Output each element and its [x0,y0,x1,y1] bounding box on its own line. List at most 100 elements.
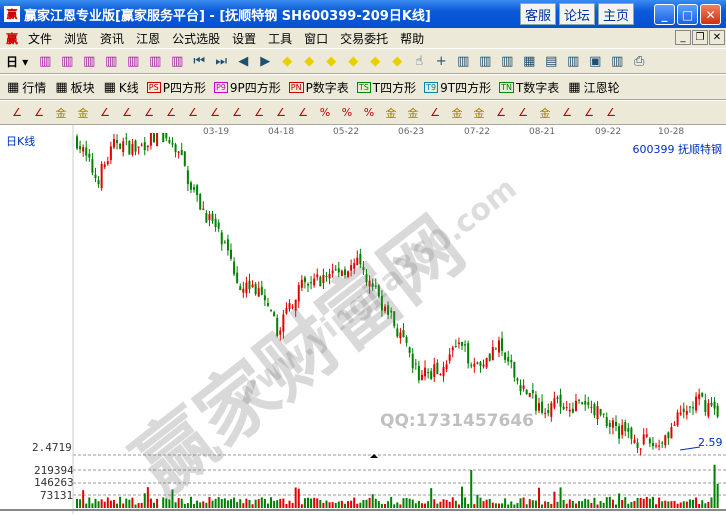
k3-icon[interactable]: ▥ [83,53,96,69]
menu-item[interactable]: 帮助 [400,31,425,46]
prev-icon[interactable]: ◀ [238,53,249,69]
menu-item[interactable]: 资讯 [100,31,125,46]
low-label: 2.59 [698,436,723,449]
crosshair-icon[interactable]: + [435,53,447,69]
right-arrow-icon[interactable]: ◆ [304,53,315,69]
toolbar-item[interactable]: ▦ 行情 [6,79,46,96]
mdi-restore[interactable]: ❐ [692,30,708,45]
candle-body [479,362,482,366]
network-icon[interactable]: ▥ [611,53,624,69]
angle2-icon[interactable]: ∠ [606,106,616,119]
wave-icon[interactable]: ∠ [276,106,286,119]
diag-icon[interactable]: ∠ [232,106,242,119]
draw-icon[interactable]: ▥ [39,53,52,69]
candle-body [79,146,82,150]
candle-body [82,147,85,152]
calendar-icon[interactable]: ▦ [523,53,536,69]
pen2-icon[interactable]: ∠ [144,106,154,119]
hand-icon[interactable]: ☝ [415,53,424,69]
gold-lines-icon[interactable]: 金 [407,106,419,120]
spiral-icon[interactable]: ∠ [122,106,132,119]
tool-icon[interactable]: ∠ [430,106,440,119]
square-icon[interactable]: ∠ [210,106,220,119]
info-icon[interactable]: ▥ [61,53,74,69]
power-icon[interactable]: ▥ [149,53,162,69]
fib-icon[interactable]: ∠ [100,106,110,119]
menu-item[interactable]: 交易委托 [340,31,389,46]
menu-item[interactable]: 江恩 [136,31,161,46]
toolbar-item[interactable]: PN P数字表 [288,79,349,96]
f-lines-icon[interactable]: ∠ [518,106,528,119]
candle-body [695,396,698,411]
fan-lines-icon[interactable]: ∠ [188,106,198,119]
percent-icon[interactable]: % [341,106,353,119]
pen-icon[interactable]: ∠ [12,106,22,119]
menu-item[interactable]: 设置 [232,31,257,46]
kline-chart[interactable]: 日K线 600399 抚顺特钢 03-19 04-18 05-22 06-23 07-2… [0,125,726,514]
calculator-icon[interactable]: ▤ [545,53,558,69]
item-icon: ▦ [55,79,68,95]
item-icon: TS [356,81,371,93]
table-icon[interactable]: ∠ [298,106,308,119]
period-select[interactable]: 日 ▾ [6,54,29,69]
volume-bar [319,500,322,508]
last-icon[interactable]: ⏭ [215,53,228,69]
cycle-icon[interactable]: ▥ [501,53,514,69]
grid-icon[interactable]: ∠ [34,106,44,119]
gold-circle-icon[interactable]: 金 [385,106,397,120]
zoom-in-icon[interactable]: ◆ [370,53,381,69]
gold-red-icon[interactable]: 金 [473,106,485,120]
speed-icon[interactable]: ∠ [562,106,572,119]
angle-icon[interactable]: ∠ [254,106,264,119]
home-button[interactable]: 主页 [598,3,634,25]
menu-item[interactable]: 工具 [268,31,293,46]
service-button[interactable]: 客服 [520,3,556,25]
menu-item[interactable]: 文件 [28,31,53,46]
menu-item[interactable]: 浏览 [64,31,89,46]
toolbar-item[interactable]: T9 9T四方形 [424,79,491,96]
volume-bar [94,498,97,508]
toolbar-item[interactable]: ▦ 江恩轮 [567,79,619,96]
volume-bar [655,504,658,508]
volume-bar [199,502,202,508]
menu-item[interactable]: 窗口 [304,31,329,46]
candle-body [97,180,100,185]
mdi-close[interactable]: ✕ [709,30,725,45]
k9-icon[interactable]: ▥ [105,53,118,69]
toolbar-item[interactable]: ▦ K线 [103,79,139,96]
save-icon[interactable]: ▣ [589,53,602,69]
toolbar-item[interactable]: TN T数字表 [499,79,559,96]
percent-fan-icon[interactable]: % [319,106,331,119]
tree-icon[interactable]: ▥ [479,53,492,69]
gold-icon[interactable]: 金 [55,106,67,120]
gold2-icon[interactable]: 金 [77,106,89,120]
candle-icon[interactable]: ▥ [127,53,140,69]
toolbar-item[interactable]: PS P四方形 [146,79,206,96]
next-icon[interactable]: ▶ [260,53,271,69]
forum-button[interactable]: 论坛 [559,3,595,25]
first-icon[interactable]: ⏮ [193,53,206,69]
print-icon[interactable]: ⎙ [634,53,645,69]
toolbar-item[interactable]: TS T四方形 [356,79,416,96]
close-button[interactable]: ✕ [700,4,721,25]
line-icon[interactable]: ▥ [457,53,470,69]
gold-sine-icon[interactable]: 金 [451,106,463,120]
zoom-out-icon[interactable]: ◆ [392,53,403,69]
box-icon[interactable]: ∠ [166,106,176,119]
gold-lines2-icon[interactable]: 金 [539,106,551,120]
fan-icon[interactable]: ▥ [171,53,184,69]
expand-icon[interactable]: ◆ [326,53,337,69]
toolbar-item[interactable]: ▦ 板块 [54,79,94,96]
minimize-button[interactable]: _ [654,4,675,25]
mdi-minimize[interactable]: _ [675,30,691,45]
notes-icon[interactable]: ▥ [567,53,580,69]
candle-body [288,303,291,309]
percent-red-icon[interactable]: % [363,106,375,119]
maximize-button[interactable]: □ [677,4,698,25]
left-arrow-icon[interactable]: ◆ [282,53,293,69]
menu-item[interactable]: 公式选股 [172,31,221,46]
speed2-icon[interactable]: ∠ [584,106,594,119]
shrink-icon[interactable]: ◆ [348,53,359,69]
toolbar-item[interactable]: P9 9P四方形 [213,79,281,96]
j-lines-icon[interactable]: ∠ [496,106,506,119]
